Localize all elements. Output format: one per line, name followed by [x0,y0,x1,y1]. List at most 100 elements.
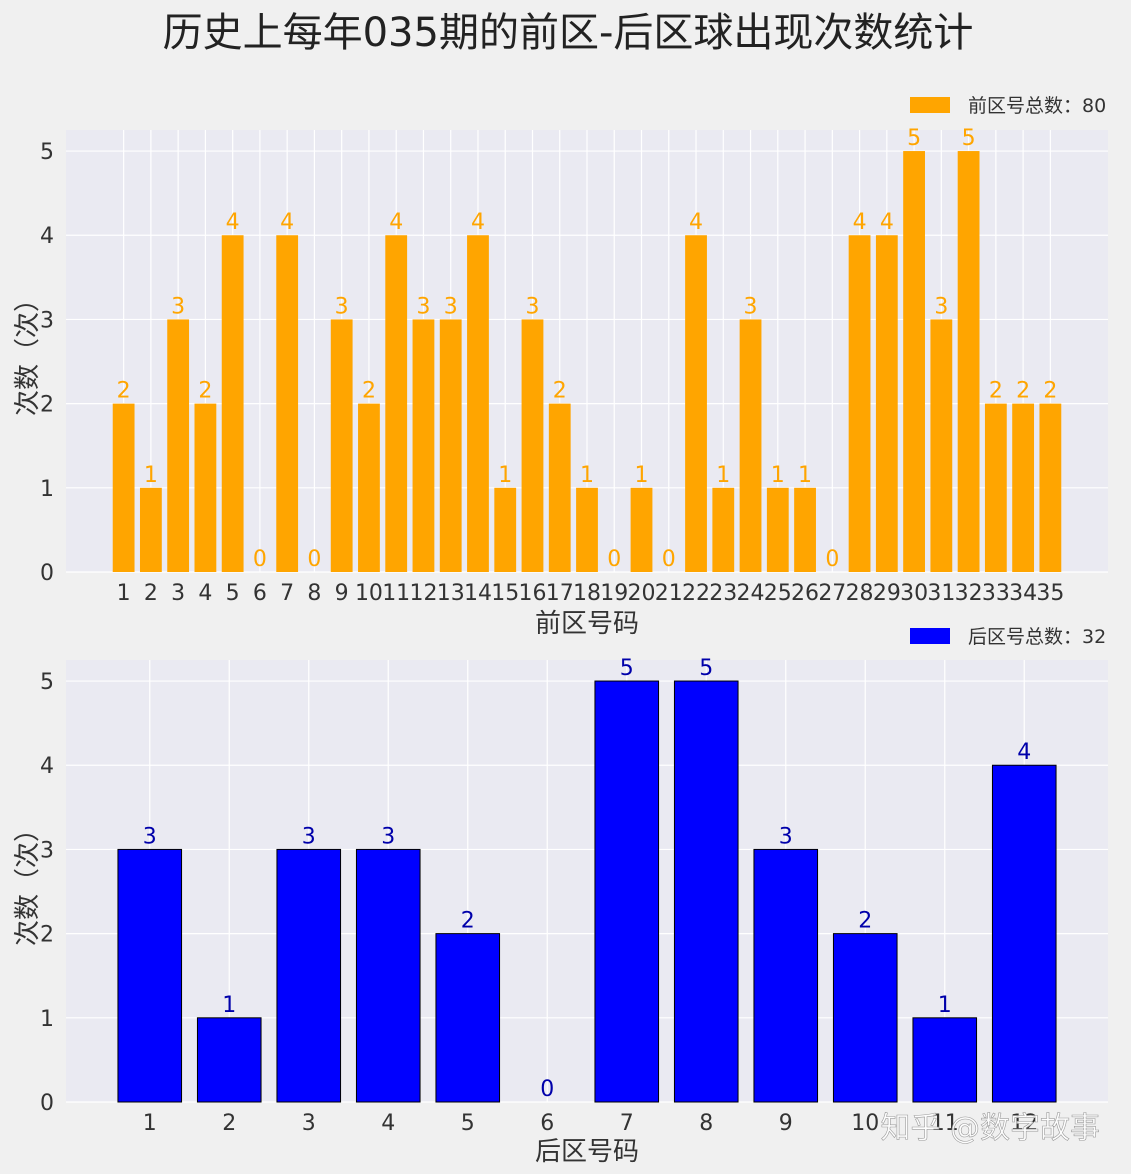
bar-value-label: 4 [689,210,703,235]
bar [1012,403,1035,572]
bar [139,487,162,572]
bar [766,487,789,572]
bar-value-label: 3 [744,294,758,319]
x-tick-label: 10 [355,581,383,606]
bar-value-label: 1 [635,463,649,488]
bar [930,319,953,572]
y-axis-label: 次数（次） [13,816,43,946]
x-tick-label: 34 [1009,581,1037,606]
bar-value-label: 4 [471,210,485,235]
bar-value-label: 2 [1016,379,1030,404]
x-tick-label: 23 [709,581,737,606]
bar [673,680,739,1103]
x-tick-label: 3 [171,581,185,606]
legend-swatch [910,628,950,644]
x-tick-label: 16 [518,581,546,606]
x-tick-label: 2 [144,581,158,606]
bar-value-label: 3 [171,294,185,319]
bar [832,933,898,1103]
x-tick-label: 35 [1036,581,1064,606]
bar-value-label: 2 [461,909,475,934]
bar [112,403,135,572]
bar-value-label: 4 [226,210,240,235]
bar [385,235,408,572]
x-tick-label: 9 [335,581,349,606]
legend-label: 前区号总数：80 [968,95,1106,117]
bar [330,319,353,572]
bar [739,319,762,572]
x-tick-label: 11 [931,1111,959,1136]
x-tick-label: 17 [546,581,574,606]
bar-value-label: 2 [362,379,376,404]
bar [439,319,462,572]
bar-value-label: 5 [620,656,634,681]
bar [875,235,898,572]
bar [848,235,871,572]
bar [221,235,244,572]
chart-title: 历史上每年035期的前区-后区球出现次数统计 [163,10,974,56]
y-tick-label: 4 [40,754,54,779]
x-tick-label: 22 [682,581,710,606]
bar-value-label: 4 [880,210,894,235]
bar [435,933,501,1103]
x-tick-label: 1 [117,581,131,606]
bar-value-label: 4 [280,210,294,235]
bar [991,764,1057,1103]
bar-value-label: 3 [416,294,430,319]
x-tick-label: 5 [461,1111,475,1136]
bar [355,848,421,1103]
x-tick-label: 3 [302,1111,316,1136]
x-axis-label: 后区号码 [535,1137,639,1167]
y-tick-label: 0 [40,561,54,586]
y-tick-label: 2 [40,923,54,948]
bar [494,487,517,572]
y-tick-label: 2 [40,393,54,418]
bar [984,403,1007,572]
x-tick-label: 19 [600,581,628,606]
x-tick-label: 11 [382,581,410,606]
bar-value-label: 5 [699,656,713,681]
x-tick-label: 8 [699,1111,713,1136]
x-tick-label: 30 [900,581,928,606]
x-tick-label: 24 [737,581,765,606]
bar-value-label: 3 [335,294,349,319]
y-tick-label: 0 [40,1091,54,1116]
bar [712,487,735,572]
x-tick-label: 13 [437,581,465,606]
bar-value-label: 0 [825,547,839,572]
bar [794,487,816,572]
front-zone-chart: 0123452112332445064708392104113123134141… [13,95,1108,639]
bar [467,235,489,572]
bar-value-label: 3 [302,824,316,849]
bar-value-label: 0 [662,547,676,572]
x-tick-label: 32 [955,581,983,606]
y-axis-label: 次数（次） [13,286,43,416]
bar [576,487,598,572]
bar-value-label: 1 [938,993,952,1018]
bar-value-label: 0 [607,547,621,572]
bar [276,235,299,572]
x-tick-label: 7 [620,1111,634,1136]
y-tick-label: 4 [40,224,54,249]
bar-value-label: 2 [553,379,567,404]
x-axis-label: 前区号码 [535,609,639,639]
bar-value-label: 3 [444,294,458,319]
y-tick-label: 1 [40,1007,54,1032]
bar-value-label: 5 [907,126,921,151]
x-tick-label: 18 [573,581,601,606]
bar [753,848,819,1103]
bar-value-label: 1 [580,463,594,488]
bar [957,151,980,573]
bar-value-label: 1 [716,463,730,488]
bar [1039,403,1062,572]
x-tick-label: 4 [381,1111,395,1136]
legend: 后区号总数：32 [910,626,1106,648]
bar [685,235,707,572]
bar [358,403,380,572]
x-tick-label: 27 [818,581,846,606]
legend-swatch [910,97,950,113]
bar-value-label: 1 [798,463,812,488]
x-tick-label: 14 [464,581,492,606]
bar [412,319,435,572]
